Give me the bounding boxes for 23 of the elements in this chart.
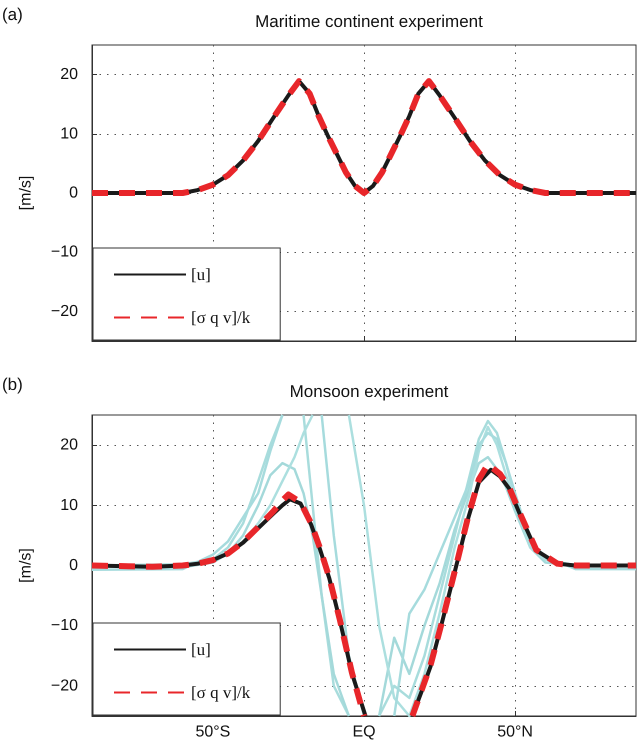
legend-label: [σ q v]/k [191,683,251,702]
y-axis-title: [m/s] [18,176,34,210]
y-tick-label: −10 [50,244,78,261]
y-tick-label: 0 [69,557,78,574]
x-tick-label: 50°S [195,724,230,740]
y-axis-title: [m/s] [18,548,34,583]
x-tick-label: 50°N [497,724,533,740]
y-tick-label: −10 [50,617,78,634]
chart-title: Monsoon experiment [290,382,449,401]
legend-label: [σ q v]/k [191,308,251,327]
y-tick-label: −20 [50,302,78,320]
y-tick-label: 0 [69,184,78,202]
y-tick-label: −20 [50,677,78,694]
y-tick-label: 10 [60,496,78,514]
y-tick-label: 20 [60,436,78,454]
legend-label: [u] [191,265,211,284]
legend-label: [u] [191,640,211,659]
text: (a) [2,5,23,24]
y-tick-label: 10 [60,125,78,142]
y-tick-label: 20 [60,66,78,84]
chart-title: Maritime continent experiment [255,12,484,31]
x-tick-label: EQ [352,724,376,740]
text: (b) [2,375,23,394]
